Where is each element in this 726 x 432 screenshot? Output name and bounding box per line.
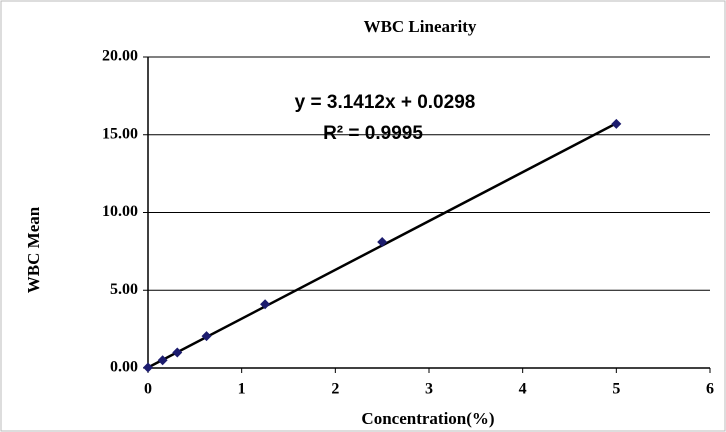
y-tick-label: 15.00	[102, 125, 138, 142]
x-tick-label: 6	[706, 381, 714, 398]
x-axis-label: Concentration(%)	[361, 409, 494, 428]
data-point	[377, 237, 388, 248]
x-tick-label: 5	[612, 381, 620, 398]
y-tick-label: 10.00	[102, 203, 138, 220]
data-point	[157, 355, 168, 366]
data-point	[260, 299, 271, 310]
r-squared: R² = 0.9995	[323, 123, 423, 144]
x-tick-label: 3	[425, 381, 433, 398]
chart-title: WBC Linearity	[364, 17, 477, 36]
x-tick-label: 4	[519, 381, 527, 398]
y-tick-label: 5.00	[110, 281, 138, 298]
y-axis-label: WBC Mean	[24, 206, 43, 293]
y-tick-label: 0.00	[110, 359, 138, 376]
y-tick-label: 20.00	[102, 48, 138, 65]
data-point	[143, 362, 153, 373]
trendline-equation: y = 3.1412x + 0.0298	[295, 92, 476, 113]
x-tick-label: 2	[331, 381, 339, 398]
data-point	[611, 118, 622, 129]
data-point	[201, 331, 212, 342]
x-tick-label: 1	[238, 381, 246, 398]
x-tick-label: 0	[144, 381, 152, 398]
data-point	[172, 347, 183, 358]
